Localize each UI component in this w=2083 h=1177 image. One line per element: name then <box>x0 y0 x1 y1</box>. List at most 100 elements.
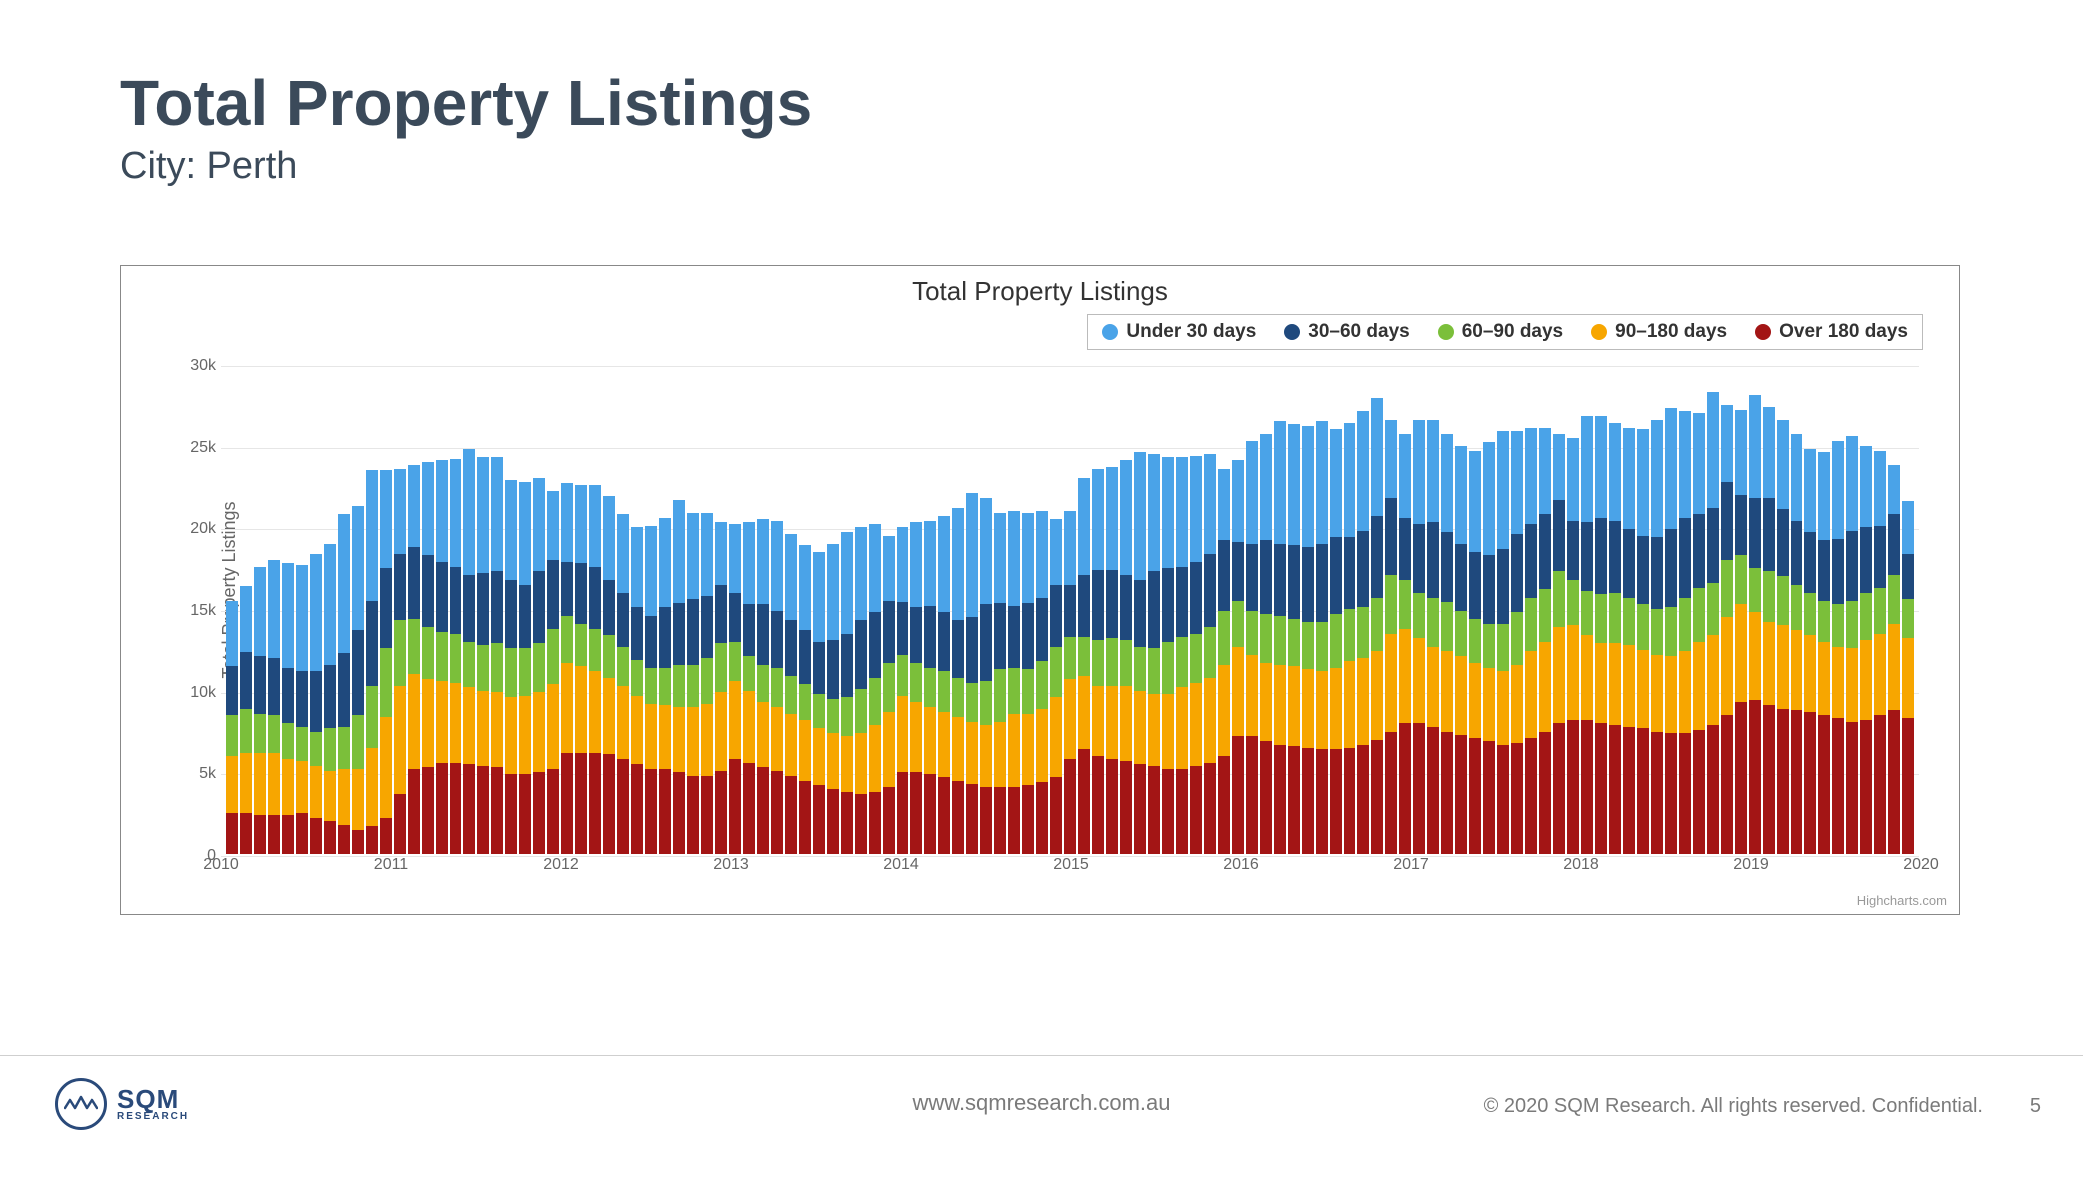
bar-column[interactable] <box>952 366 964 854</box>
bar-column[interactable] <box>352 366 364 854</box>
bar-column[interactable] <box>1902 366 1914 854</box>
bar-column[interactable] <box>1874 366 1886 854</box>
bar-column[interactable] <box>757 366 769 854</box>
bar-column[interactable] <box>1539 366 1551 854</box>
bar-column[interactable] <box>1232 366 1244 854</box>
bar-column[interactable] <box>1595 366 1607 854</box>
bar-column[interactable] <box>813 366 825 854</box>
bar-column[interactable] <box>366 366 378 854</box>
bar-column[interactable] <box>1106 366 1118 854</box>
bar-column[interactable] <box>1078 366 1090 854</box>
legend-item-over180[interactable]: Over 180 days <box>1755 321 1908 343</box>
bar-column[interactable] <box>715 366 727 854</box>
bar-column[interactable] <box>1344 366 1356 854</box>
bar-column[interactable] <box>519 366 531 854</box>
bar-column[interactable] <box>226 366 238 854</box>
bar-column[interactable] <box>1218 366 1230 854</box>
bar-column[interactable] <box>1749 366 1761 854</box>
bar-column[interactable] <box>1623 366 1635 854</box>
bar-column[interactable] <box>1330 366 1342 854</box>
bar-column[interactable] <box>533 366 545 854</box>
bar-column[interactable] <box>1162 366 1174 854</box>
bar-column[interactable] <box>1385 366 1397 854</box>
bar-column[interactable] <box>1204 366 1216 854</box>
bar-column[interactable] <box>729 366 741 854</box>
bar-column[interactable] <box>1288 366 1300 854</box>
bar-column[interactable] <box>1791 366 1803 854</box>
bar-column[interactable] <box>617 366 629 854</box>
bar-column[interactable] <box>463 366 475 854</box>
bar-column[interactable] <box>631 366 643 854</box>
bar-column[interactable] <box>338 366 350 854</box>
bar-column[interactable] <box>743 366 755 854</box>
bar-column[interactable] <box>1707 366 1719 854</box>
bar-column[interactable] <box>1832 366 1844 854</box>
legend-item-d60_90[interactable]: 60–90 days <box>1438 321 1563 343</box>
bar-column[interactable] <box>1763 366 1775 854</box>
bar-column[interactable] <box>324 366 336 854</box>
bar-column[interactable] <box>1553 366 1565 854</box>
bar-column[interactable] <box>1511 366 1523 854</box>
bar-column[interactable] <box>589 366 601 854</box>
bar-column[interactable] <box>575 366 587 854</box>
bar-column[interactable] <box>855 366 867 854</box>
bar-column[interactable] <box>1302 366 1314 854</box>
bar-column[interactable] <box>408 366 420 854</box>
bar-column[interactable] <box>785 366 797 854</box>
bar-column[interactable] <box>966 366 978 854</box>
bar-column[interactable] <box>1148 366 1160 854</box>
bar-column[interactable] <box>254 366 266 854</box>
bar-column[interactable] <box>1679 366 1691 854</box>
bar-column[interactable] <box>673 366 685 854</box>
bar-column[interactable] <box>1036 366 1048 854</box>
bar-column[interactable] <box>1274 366 1286 854</box>
bar-column[interactable] <box>1525 366 1537 854</box>
bar-column[interactable] <box>1888 366 1900 854</box>
bar-column[interactable] <box>1092 366 1104 854</box>
bar-column[interactable] <box>1260 366 1272 854</box>
bar-column[interactable] <box>1441 366 1453 854</box>
bar-column[interactable] <box>561 366 573 854</box>
bar-column[interactable] <box>645 366 657 854</box>
legend-item-under30[interactable]: Under 30 days <box>1102 321 1256 343</box>
bar-column[interactable] <box>1008 366 1020 854</box>
bar-column[interactable] <box>659 366 671 854</box>
legend-item-d90_180[interactable]: 90–180 days <box>1591 321 1727 343</box>
bar-column[interactable] <box>994 366 1006 854</box>
bar-column[interactable] <box>394 366 406 854</box>
bar-column[interactable] <box>268 366 280 854</box>
bar-column[interactable] <box>1399 366 1411 854</box>
bar-column[interactable] <box>1176 366 1188 854</box>
bar-column[interactable] <box>1427 366 1439 854</box>
bar-column[interactable] <box>1609 366 1621 854</box>
bar-column[interactable] <box>1777 366 1789 854</box>
bar-column[interactable] <box>1804 366 1816 854</box>
bar-column[interactable] <box>240 366 252 854</box>
bar-column[interactable] <box>1050 366 1062 854</box>
bar-column[interactable] <box>1316 366 1328 854</box>
bar-column[interactable] <box>869 366 881 854</box>
bar-column[interactable] <box>1846 366 1858 854</box>
bar-column[interactable] <box>980 366 992 854</box>
bar-column[interactable] <box>1860 366 1872 854</box>
bar-column[interactable] <box>1246 366 1258 854</box>
bar-column[interactable] <box>771 366 783 854</box>
bar-column[interactable] <box>1120 366 1132 854</box>
bar-column[interactable] <box>380 366 392 854</box>
bar-column[interactable] <box>897 366 909 854</box>
bar-column[interactable] <box>1581 366 1593 854</box>
bar-column[interactable] <box>491 366 503 854</box>
bar-column[interactable] <box>687 366 699 854</box>
bar-column[interactable] <box>505 366 517 854</box>
bar-column[interactable] <box>1721 366 1733 854</box>
bar-column[interactable] <box>1637 366 1649 854</box>
bar-column[interactable] <box>1064 366 1076 854</box>
bar-column[interactable] <box>883 366 895 854</box>
bar-column[interactable] <box>547 366 559 854</box>
bar-column[interactable] <box>1413 366 1425 854</box>
bar-column[interactable] <box>436 366 448 854</box>
bar-column[interactable] <box>450 366 462 854</box>
bar-column[interactable] <box>1469 366 1481 854</box>
bar-column[interactable] <box>701 366 713 854</box>
bar-column[interactable] <box>1455 366 1467 854</box>
